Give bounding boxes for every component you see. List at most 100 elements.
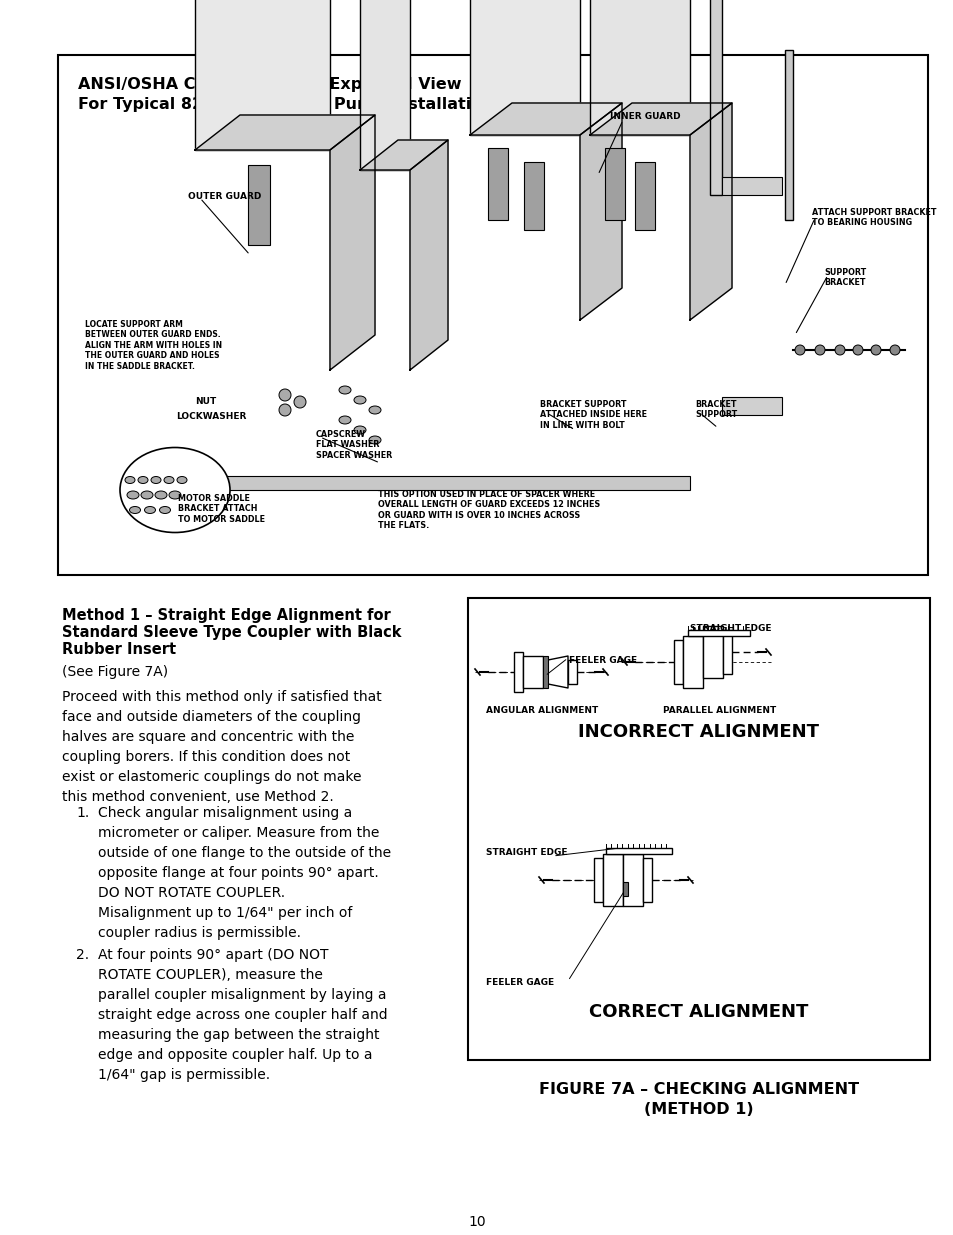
Circle shape (889, 345, 899, 354)
Polygon shape (547, 656, 567, 688)
Bar (605, 848, 671, 853)
Text: ATTACH SUPPORT BRACKET
TO BEARING HOUSING: ATTACH SUPPORT BRACKET TO BEARING HOUSIN… (811, 207, 936, 227)
Ellipse shape (141, 492, 152, 499)
Text: 1.: 1. (76, 806, 90, 820)
Ellipse shape (127, 492, 139, 499)
Bar (642, 858, 651, 902)
Polygon shape (410, 140, 448, 370)
Bar (721, 177, 781, 195)
Ellipse shape (125, 477, 135, 483)
Bar (687, 630, 749, 636)
Polygon shape (330, 115, 375, 370)
Ellipse shape (338, 387, 351, 394)
Bar (470, 0, 579, 135)
Text: CAPSCREW
FLAT WASHER
SPACER WASHER: CAPSCREW FLAT WASHER SPACER WASHER (315, 430, 392, 459)
Circle shape (852, 345, 862, 354)
Bar (702, 626, 722, 678)
Bar (468, 598, 929, 1060)
Text: Proceed with this method only if satisfied that
face and outside diameters of th: Proceed with this method only if satisfi… (62, 690, 381, 804)
Text: MOTOR SADDLE
BRACKET ATTACH
TO MOTOR SADDLE: MOTOR SADDLE BRACKET ATTACH TO MOTOR SAD… (178, 494, 265, 524)
Text: (See Figure 7A): (See Figure 7A) (62, 664, 168, 679)
Ellipse shape (164, 477, 173, 483)
Polygon shape (194, 115, 375, 149)
Bar (567, 659, 577, 684)
Text: Method 1 – Straight Edge Alignment for: Method 1 – Straight Edge Alignment for (62, 608, 391, 622)
Bar (602, 853, 622, 906)
Text: At four points 90° apart (DO NOT
ROTATE COUPLER), measure the
parallel coupler m: At four points 90° apart (DO NOT ROTATE … (98, 948, 387, 1082)
Text: Check angular misalignment using a
micrometer or caliper. Measure from the
outsi: Check angular misalignment using a micro… (98, 806, 391, 940)
Circle shape (814, 345, 824, 354)
Text: 2.: 2. (76, 948, 89, 962)
Bar (488, 148, 507, 220)
Bar (721, 396, 781, 415)
Ellipse shape (169, 492, 181, 499)
Bar (542, 656, 547, 688)
Ellipse shape (159, 506, 171, 514)
Circle shape (794, 345, 804, 354)
Text: INCORRECT ALIGNMENT: INCORRECT ALIGNMENT (578, 722, 819, 741)
Text: FEELER GAGE: FEELER GAGE (485, 978, 554, 987)
Bar (604, 148, 624, 220)
Bar (622, 882, 627, 897)
Bar (709, 0, 721, 195)
Bar (635, 162, 655, 230)
Ellipse shape (151, 477, 161, 483)
Text: THIS OPTION USED IN PLACE OF SPACER WHERE
OVERALL LENGTH OF GUARD EXCEEDS 12 INC: THIS OPTION USED IN PLACE OF SPACER WHER… (377, 490, 599, 530)
Text: FEELER GAGE: FEELER GAGE (568, 656, 637, 664)
Text: STRAIGHT EDGE: STRAIGHT EDGE (689, 624, 771, 634)
Text: BRACKET SUPPORT
ATTACHED INSIDE HERE
IN LINE WITH BOLT: BRACKET SUPPORT ATTACHED INSIDE HERE IN … (539, 400, 646, 430)
Bar (514, 652, 522, 692)
Ellipse shape (138, 477, 148, 483)
Bar (194, 0, 330, 149)
Bar (359, 0, 410, 170)
Text: CORRECT ALIGNMENT: CORRECT ALIGNMENT (589, 1003, 808, 1021)
Text: BRACKET
SUPPORT: BRACKET SUPPORT (695, 400, 737, 420)
Ellipse shape (354, 396, 366, 404)
Ellipse shape (144, 506, 155, 514)
Bar (722, 630, 731, 674)
Ellipse shape (130, 506, 140, 514)
Circle shape (294, 396, 306, 408)
Text: SUPPORT
BRACKET: SUPPORT BRACKET (823, 268, 865, 288)
Bar (589, 0, 689, 135)
Circle shape (870, 345, 880, 354)
Polygon shape (589, 103, 731, 135)
Bar (622, 853, 642, 906)
Text: LOCATE SUPPORT ARM
BETWEEN OUTER GUARD ENDS.
ALIGN THE ARM WITH HOLES IN
THE OUT: LOCATE SUPPORT ARM BETWEEN OUTER GUARD E… (85, 320, 222, 370)
Ellipse shape (177, 477, 187, 483)
Text: NUT: NUT (194, 396, 216, 406)
Text: 10: 10 (468, 1215, 485, 1229)
Text: ANSI/OSHA Coupling Guard Exploded View: ANSI/OSHA Coupling Guard Exploded View (78, 77, 461, 91)
Text: For Typical 8200 Series Fire Pump Installation: For Typical 8200 Series Fire Pump Instal… (78, 98, 494, 112)
Text: OUTER GUARD: OUTER GUARD (188, 191, 261, 201)
Text: INNER GUARD: INNER GUARD (609, 112, 679, 121)
Bar (522, 656, 542, 688)
Polygon shape (359, 140, 448, 170)
Ellipse shape (369, 406, 380, 414)
Polygon shape (579, 103, 621, 320)
Ellipse shape (369, 436, 380, 445)
Ellipse shape (354, 426, 366, 433)
Polygon shape (689, 103, 731, 320)
Text: LOCKWASHER: LOCKWASHER (175, 412, 246, 421)
Circle shape (278, 404, 291, 416)
Text: STRAIGHT EDGE: STRAIGHT EDGE (485, 848, 567, 857)
Bar (200, 475, 689, 490)
Polygon shape (470, 103, 621, 135)
Bar (248, 165, 270, 245)
Text: Rubber Insert: Rubber Insert (62, 642, 176, 657)
Bar (523, 162, 543, 230)
Bar (673, 640, 682, 684)
Text: Standard Sleeve Type Coupler with Black: Standard Sleeve Type Coupler with Black (62, 625, 401, 640)
Circle shape (834, 345, 844, 354)
Bar (682, 636, 702, 688)
Ellipse shape (338, 416, 351, 424)
Bar (594, 858, 602, 902)
Ellipse shape (120, 447, 230, 532)
Bar (784, 49, 792, 220)
Text: FIGURE 7A – CHECKING ALIGNMENT: FIGURE 7A – CHECKING ALIGNMENT (538, 1082, 858, 1097)
Text: PARALLEL ALIGNMENT: PARALLEL ALIGNMENT (662, 706, 776, 715)
Ellipse shape (154, 492, 167, 499)
Bar (58, 56, 927, 576)
Text: (METHOD 1): (METHOD 1) (643, 1102, 753, 1116)
